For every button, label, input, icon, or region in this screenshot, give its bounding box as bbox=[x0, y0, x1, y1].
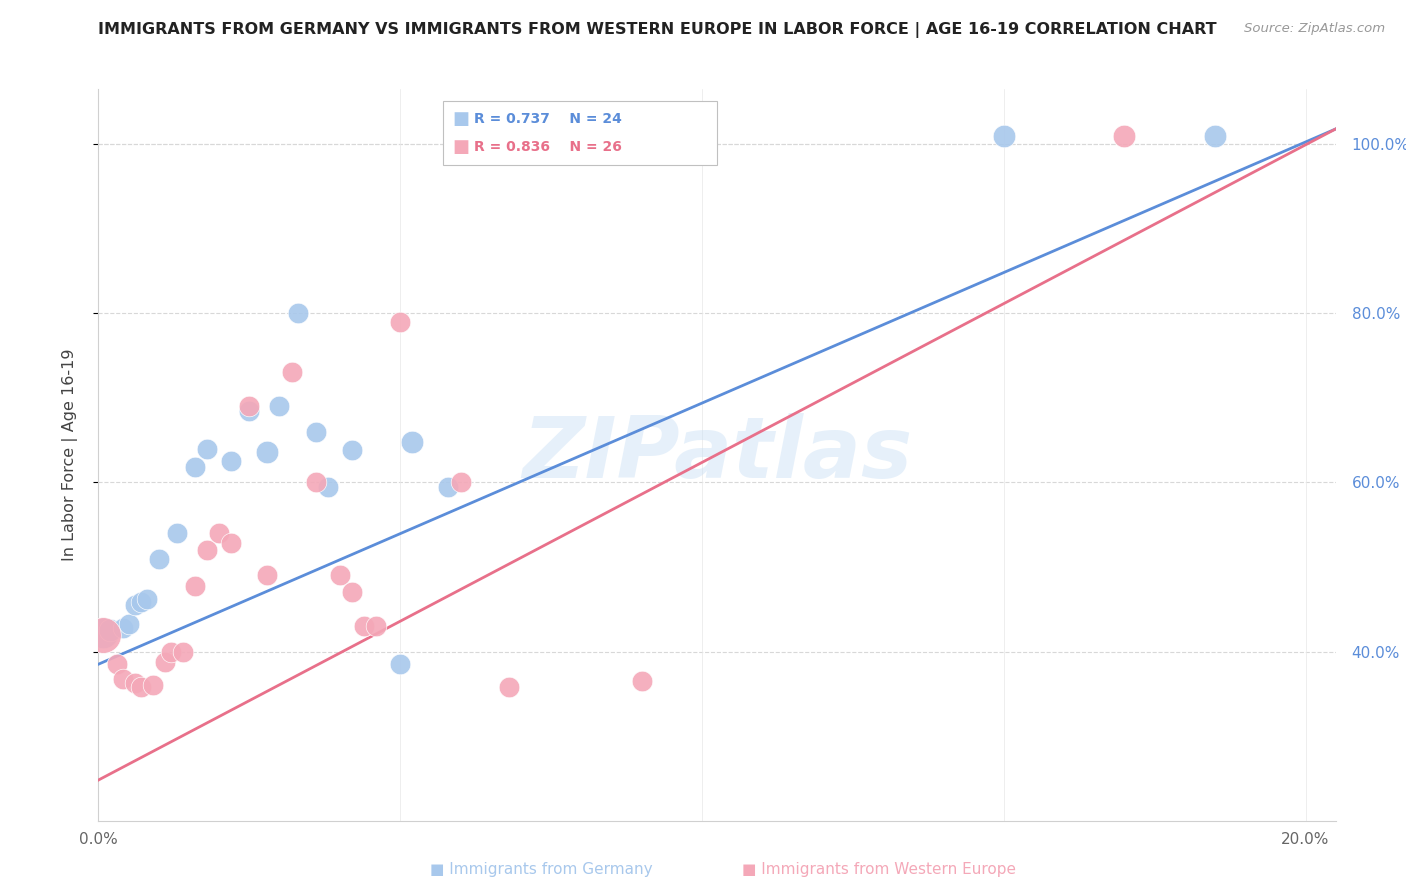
Point bbox=[287, 306, 309, 320]
Point bbox=[91, 627, 114, 641]
Point bbox=[238, 403, 260, 417]
Point bbox=[124, 675, 146, 690]
Point bbox=[353, 619, 375, 633]
Text: ■: ■ bbox=[453, 110, 470, 128]
Point bbox=[993, 128, 1015, 143]
Point bbox=[148, 551, 170, 566]
Text: ■ Immigrants from Western Europe: ■ Immigrants from Western Europe bbox=[742, 863, 1015, 877]
Point bbox=[124, 598, 146, 612]
Point bbox=[364, 619, 387, 633]
Point bbox=[1204, 128, 1226, 143]
Point bbox=[142, 678, 165, 692]
Point bbox=[269, 399, 291, 413]
Point bbox=[256, 445, 278, 459]
Point bbox=[280, 366, 302, 380]
Point bbox=[305, 425, 328, 439]
Point bbox=[153, 655, 176, 669]
Point bbox=[437, 480, 460, 494]
Point bbox=[184, 578, 207, 592]
Point bbox=[129, 595, 152, 609]
Text: IMMIGRANTS FROM GERMANY VS IMMIGRANTS FROM WESTERN EUROPE IN LABOR FORCE | AGE 1: IMMIGRANTS FROM GERMANY VS IMMIGRANTS FR… bbox=[98, 22, 1218, 38]
Point bbox=[498, 680, 520, 694]
Point bbox=[389, 315, 412, 329]
Point bbox=[340, 585, 363, 599]
Point bbox=[195, 543, 218, 558]
Point bbox=[256, 568, 278, 582]
Text: R = 0.836    N = 26: R = 0.836 N = 26 bbox=[474, 140, 621, 154]
Point bbox=[389, 657, 412, 672]
Point bbox=[111, 621, 134, 635]
Point bbox=[219, 536, 242, 550]
Point bbox=[117, 617, 139, 632]
Point bbox=[135, 592, 157, 607]
Point bbox=[91, 626, 114, 640]
Point bbox=[305, 475, 328, 490]
Text: R = 0.737    N = 24: R = 0.737 N = 24 bbox=[474, 112, 621, 126]
Point bbox=[401, 434, 423, 449]
Point bbox=[166, 526, 188, 541]
Point bbox=[329, 568, 352, 582]
Point bbox=[100, 624, 122, 638]
Point bbox=[630, 674, 652, 689]
Text: Source: ZipAtlas.com: Source: ZipAtlas.com bbox=[1244, 22, 1385, 36]
Point bbox=[160, 644, 183, 658]
Point bbox=[340, 443, 363, 458]
Point bbox=[316, 480, 339, 494]
Point bbox=[450, 475, 472, 490]
Point bbox=[219, 454, 242, 468]
Point bbox=[129, 680, 152, 694]
Text: ■: ■ bbox=[453, 138, 470, 156]
Point bbox=[111, 672, 134, 686]
Point bbox=[184, 460, 207, 475]
Text: ZIPatlas: ZIPatlas bbox=[522, 413, 912, 497]
Point bbox=[172, 644, 194, 658]
Point bbox=[105, 657, 128, 672]
Text: ■ Immigrants from Germany: ■ Immigrants from Germany bbox=[430, 863, 652, 877]
Y-axis label: In Labor Force | Age 16-19: In Labor Force | Age 16-19 bbox=[62, 349, 77, 561]
Point bbox=[1114, 128, 1136, 143]
Point bbox=[238, 399, 260, 413]
Point bbox=[208, 526, 231, 541]
Point bbox=[195, 442, 218, 456]
